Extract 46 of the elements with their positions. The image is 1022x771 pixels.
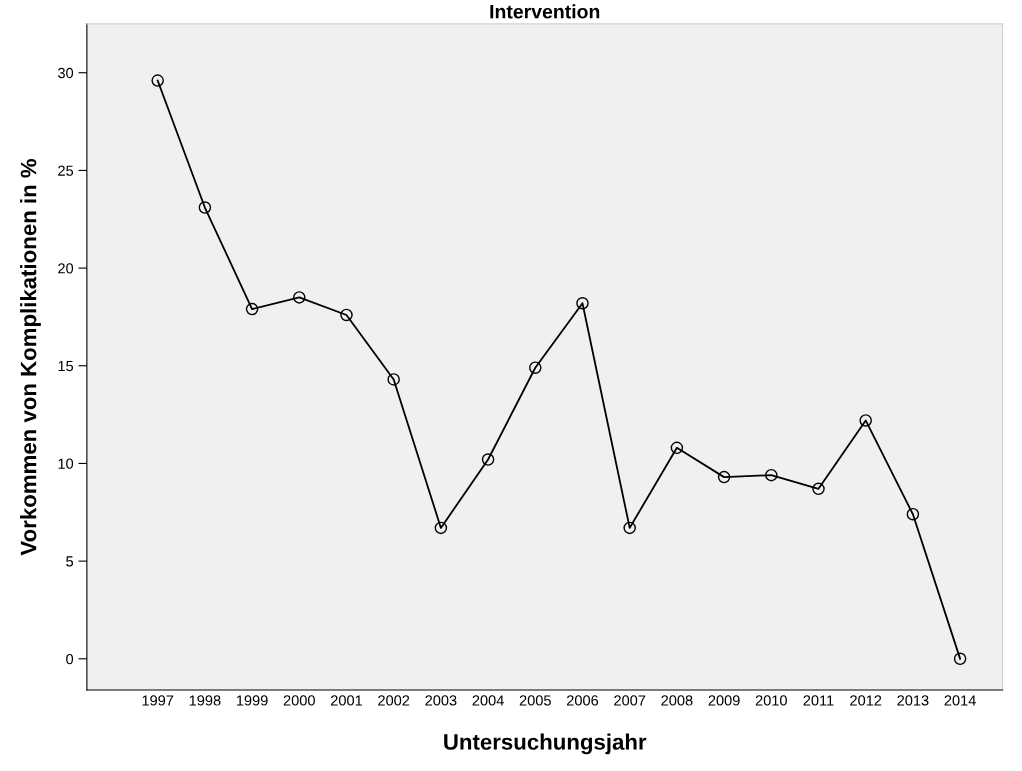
point <box>340 308 353 322</box>
x-tick-label: 1999 <box>236 695 268 706</box>
y-tick-label: 0 <box>66 653 74 665</box>
x-tick-label: 2012 <box>850 695 882 706</box>
x-tick-label: 2009 <box>708 695 740 706</box>
point <box>151 74 164 87</box>
point <box>906 507 920 521</box>
x-tick-label: 2000 <box>283 695 315 706</box>
x-tick-label: 2002 <box>378 695 410 706</box>
x-tick-label: 2014 <box>944 695 976 706</box>
point <box>859 414 872 427</box>
point <box>387 373 400 386</box>
point <box>434 521 448 535</box>
x-tick-label: 1997 <box>142 695 174 706</box>
x-tick-label: 2013 <box>897 695 929 706</box>
x-tick-label: 2010 <box>755 695 787 706</box>
x-tick-label: 2008 <box>661 695 693 706</box>
point <box>765 468 778 482</box>
point <box>717 470 731 484</box>
x-tick-label: 2011 <box>803 695 834 706</box>
point <box>198 201 212 214</box>
point <box>576 297 589 310</box>
y-tick-label: 5 <box>66 556 74 567</box>
x-tick-label: 2007 <box>614 695 646 706</box>
y-axis-title: Vorkommen von Komplikationen in % <box>20 158 41 556</box>
y-tick-label: 15 <box>58 361 74 372</box>
point <box>245 302 259 316</box>
x-tick-label: 2004 <box>472 695 504 706</box>
point <box>529 361 542 374</box>
point <box>623 521 636 535</box>
x-tick-label: 1998 <box>189 695 221 706</box>
x-tick-label: 2006 <box>567 695 599 706</box>
point <box>670 441 684 455</box>
y-tick-label: 20 <box>58 263 74 274</box>
point <box>293 291 306 304</box>
point <box>481 453 495 466</box>
x-axis-title: Untersuchungsjahr <box>444 733 647 755</box>
point <box>953 652 967 666</box>
y-tick-label: 10 <box>58 458 74 469</box>
y-tick-label: 30 <box>58 67 74 79</box>
x-tick-label: 2001 <box>330 695 362 706</box>
chart-title: Intervention <box>490 4 600 19</box>
x-tick-label: 2005 <box>519 695 551 706</box>
x-tick-label: 2003 <box>425 695 457 706</box>
y-tick-label: 25 <box>58 165 74 176</box>
point <box>812 482 825 496</box>
